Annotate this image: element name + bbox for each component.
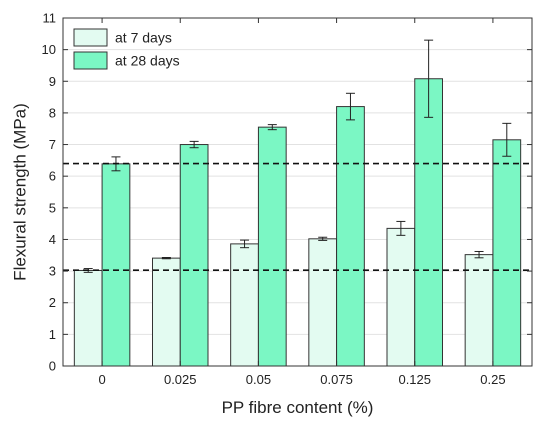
y-tick-label: 6 bbox=[49, 169, 56, 184]
x-tick-label: 0.25 bbox=[480, 372, 505, 387]
bar-28-days-0.075 bbox=[336, 106, 365, 367]
y-tick-label: 3 bbox=[49, 264, 56, 279]
legend-swatch-28-days bbox=[73, 51, 108, 70]
y-tick-label: 11 bbox=[43, 11, 57, 26]
y-tick-labels: 0 1 2 3 4 5 6 7 8 9 10 11 bbox=[42, 11, 56, 374]
bar-7-days-0.25 bbox=[464, 254, 494, 367]
y-tick-label: 8 bbox=[49, 105, 56, 120]
x-tick-label: 0.05 bbox=[246, 372, 271, 387]
x-axis-title: PP fibre content (%) bbox=[222, 398, 374, 417]
bar-7-days-0.125 bbox=[386, 227, 416, 367]
plot-frame bbox=[62, 17, 533, 367]
bar-28-days-0.05 bbox=[257, 126, 287, 367]
y-tick-label: 5 bbox=[49, 200, 56, 215]
bar-28-days-0.25 bbox=[492, 139, 522, 367]
x-tick-label: 0.075 bbox=[320, 372, 353, 387]
y-tick-label: 10 bbox=[42, 42, 56, 57]
bar-7-days-0 bbox=[73, 269, 103, 367]
error-bars bbox=[83, 39, 512, 273]
legend: at 7 days at 28 days bbox=[73, 28, 180, 70]
bar-7-days-0.025 bbox=[152, 257, 181, 367]
x-tick-label: 0 bbox=[98, 372, 105, 387]
axis-ticks bbox=[63, 17, 532, 367]
legend-swatch-7-days bbox=[73, 28, 108, 47]
y-tick-label: 1 bbox=[49, 327, 56, 342]
y-tick-label: 9 bbox=[49, 74, 56, 89]
y-axis-title: Flexural strength (MPa) bbox=[10, 103, 29, 281]
reference-lines bbox=[63, 162, 532, 271]
bar-28-days-0.025 bbox=[179, 144, 209, 367]
legend-label-7-days: at 7 days bbox=[115, 30, 172, 46]
x-tick-labels: 0 0.025 0.05 0.075 0.125 0.25 bbox=[98, 372, 505, 387]
bar-28-days-0.125 bbox=[414, 78, 443, 367]
legend-label-28-days: at 28 days bbox=[115, 53, 180, 69]
bar-28-days-0 bbox=[101, 163, 131, 367]
y-tick-label: 7 bbox=[49, 137, 56, 152]
x-tick-label: 0.125 bbox=[398, 372, 431, 387]
y-tick-label: 2 bbox=[49, 295, 56, 310]
bars bbox=[73, 78, 522, 367]
x-tick-label: 0.025 bbox=[164, 372, 197, 387]
bar-7-days-0.05 bbox=[230, 243, 259, 367]
gridlines bbox=[63, 49, 532, 335]
bar-7-days-0.075 bbox=[308, 238, 338, 367]
y-tick-label: 4 bbox=[49, 232, 56, 247]
y-tick-label: 0 bbox=[49, 359, 56, 374]
